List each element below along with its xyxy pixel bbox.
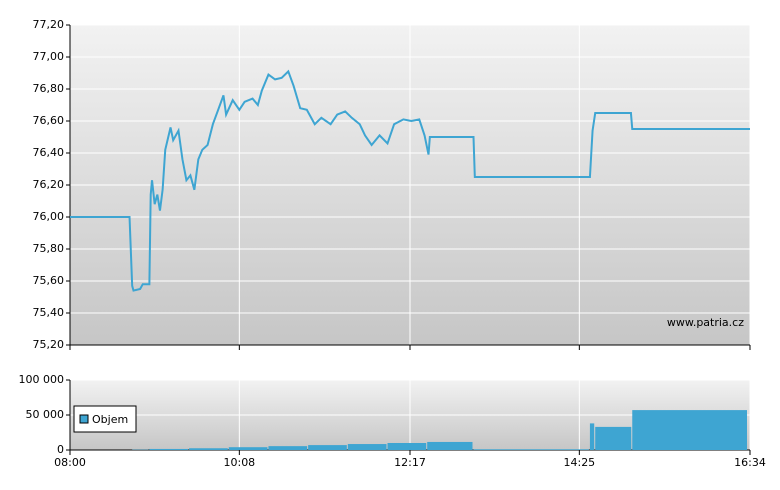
volume-bar — [595, 426, 632, 450]
volume-bar — [427, 441, 473, 450]
legend-swatch — [79, 414, 89, 424]
volume-bar — [268, 446, 308, 450]
volume-bar — [308, 445, 347, 450]
volume-bar — [632, 410, 747, 450]
y-tick-label: 76,00 — [33, 210, 65, 223]
price-line — [70, 69, 750, 292]
y-tick-label: 76,60 — [33, 114, 65, 127]
y-tick-label: 0 — [57, 443, 64, 456]
legend-label: Objem — [92, 413, 128, 426]
x-tick-label: 14:25 — [563, 456, 595, 469]
y-tick-label: 75,20 — [33, 338, 65, 351]
x-tick-label: 08:00 — [54, 456, 86, 469]
y-tick-label: 76,80 — [33, 82, 65, 95]
y-tick-label: 100 000 — [19, 373, 65, 386]
volume-bar — [347, 444, 387, 450]
volume-bar — [149, 448, 189, 450]
volume-bar — [228, 447, 268, 450]
y-tick-label: 50 000 — [26, 408, 65, 421]
volume-bar — [473, 449, 589, 450]
y-tick-label: 76,20 — [33, 178, 65, 191]
watermark: www.patria.cz — [667, 316, 744, 329]
y-tick-label: 75,60 — [33, 274, 65, 287]
volume-bar — [589, 423, 595, 450]
y-tick-label: 76,40 — [33, 146, 65, 159]
y-tick-label: 75,40 — [33, 306, 65, 319]
x-tick-label: 10:08 — [223, 456, 255, 469]
volume-bar — [189, 448, 228, 450]
x-tick-label: 12:17 — [394, 456, 426, 469]
volume-bar — [387, 443, 427, 450]
y-tick-label: 75,80 — [33, 242, 65, 255]
y-tick-label: 77,20 — [33, 18, 65, 31]
y-tick-label: 77,00 — [33, 50, 65, 63]
x-tick-label: 16:34 — [734, 456, 766, 469]
